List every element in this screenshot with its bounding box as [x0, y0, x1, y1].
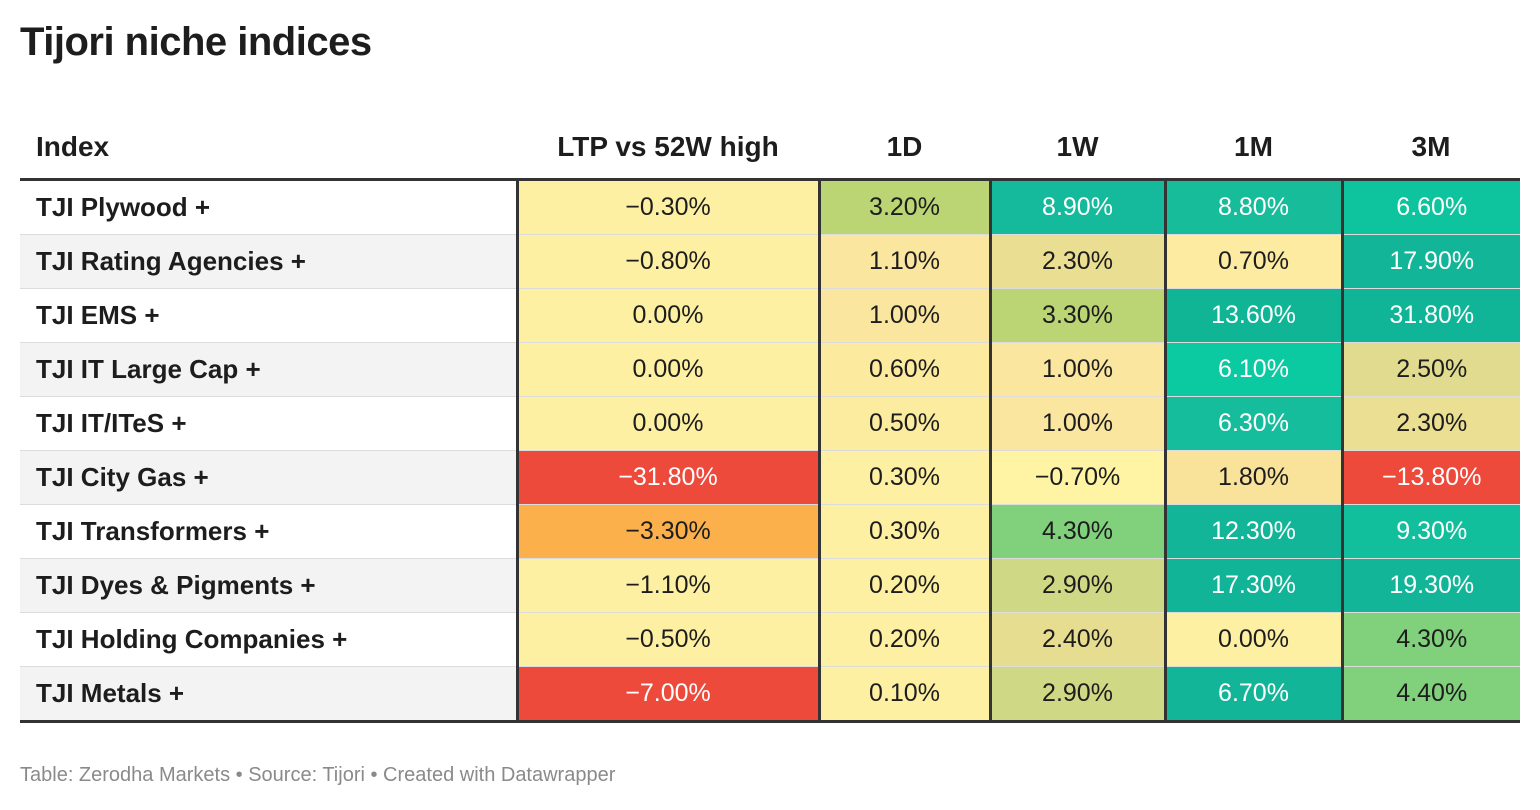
value-cell-1m: 0.70%	[1163, 234, 1342, 289]
table-header-row: Index LTP vs 52W high 1D 1W 1M 3M	[20, 116, 1520, 181]
table-row: TJI IT/ITeS +0.00% 0.50% 1.00% 6.30% 2.30%	[20, 396, 1520, 451]
value-cell-3m: 4.40%	[1340, 666, 1520, 723]
value-cell-1d: 0.20%	[817, 558, 990, 613]
value-cell-1w: 2.90%	[988, 558, 1165, 613]
table-row: TJI City Gas + −31.80% 0.30% −0.70% 1.80% −13…	[20, 450, 1520, 505]
column-header-1w[interactable]: 1W	[990, 116, 1165, 181]
value-cell-1m: 6.10%	[1163, 342, 1342, 397]
value-cell-ltp-vs-52w-high: 0.00%	[515, 288, 819, 343]
value-cell-ltp-vs-52w-high: −0.30%	[515, 179, 819, 235]
value-cell-1m: 0.00%	[1163, 612, 1342, 667]
value-cell-1d: 1.10%	[817, 234, 990, 289]
value-cell-ltp-vs-52w-high: −3.30%	[515, 504, 819, 559]
index-name-cell: TJI Plywood +	[20, 179, 517, 235]
value-cell-ltp-vs-52w-high: −31.80%	[515, 450, 819, 505]
value-cell-1m: 17.30%	[1163, 558, 1342, 613]
column-header-ltp-vs-52w-high[interactable]: LTP vs 52W high	[517, 116, 819, 181]
table-row: TJI Holding Companies + −0.50% 0.20% 2.40% 0…	[20, 612, 1520, 667]
value-cell-1m: 6.70%	[1163, 666, 1342, 723]
value-cell-1w: 1.00%	[988, 396, 1165, 451]
value-cell-1d: 0.10%	[817, 666, 990, 723]
value-cell-3m: 6.60%	[1340, 179, 1520, 235]
index-name-cell: TJI Holding Companies +	[20, 612, 517, 667]
value-cell-1w: −0.70%	[988, 450, 1165, 505]
indices-table: Index LTP vs 52W high 1D 1W 1M 3M TJI Pl…	[20, 116, 1520, 723]
chart-title: Tijori niche indices	[20, 20, 372, 64]
value-cell-1d: 1.00%	[817, 288, 990, 343]
index-name-cell: TJI Dyes & Pigments +	[20, 558, 517, 613]
value-cell-1m: 1.80%	[1163, 450, 1342, 505]
value-cell-3m: 17.90%	[1340, 234, 1520, 289]
footer-credits: Table: Zerodha Markets • Source: Tijori …	[20, 764, 616, 786]
value-cell-1m: 13.60%	[1163, 288, 1342, 343]
table-row: TJI Metals + −7.00% 0.10% 2.90% 6.70% 4.40%	[20, 666, 1520, 723]
value-cell-ltp-vs-52w-high: −0.80%	[515, 234, 819, 289]
value-cell-1w: 1.00%	[988, 342, 1165, 397]
value-cell-1d: 0.60%	[817, 342, 990, 397]
table-row: TJI EMS +0.00% 1.00% 3.30% 13.60% 31.80%	[20, 288, 1520, 343]
index-name-cell: TJI Rating Agencies +	[20, 234, 517, 289]
value-cell-ltp-vs-52w-high: −0.50%	[515, 612, 819, 667]
value-cell-1w: 8.90%	[988, 179, 1165, 235]
value-cell-ltp-vs-52w-high: 0.00%	[515, 342, 819, 397]
value-cell-1d: 0.30%	[817, 504, 990, 559]
value-cell-3m: −13.80%	[1340, 450, 1520, 505]
column-header-index[interactable]: Index	[20, 116, 517, 181]
index-name-cell: TJI City Gas +	[20, 450, 517, 505]
value-cell-1w: 2.40%	[988, 612, 1165, 667]
column-header-1d[interactable]: 1D	[819, 116, 990, 181]
table-row: TJI Transformers + −3.30% 0.30% 4.30% 12.30%…	[20, 504, 1520, 559]
table-row: TJI Rating Agencies + −0.80% 1.10% 2.30% 0.7…	[20, 234, 1520, 289]
value-cell-3m: 4.30%	[1340, 612, 1520, 667]
value-cell-1w: 4.30%	[988, 504, 1165, 559]
value-cell-1m: 12.30%	[1163, 504, 1342, 559]
value-cell-3m: 31.80%	[1340, 288, 1520, 343]
value-cell-1d: 0.20%	[817, 612, 990, 667]
index-name-cell: TJI IT/ITeS +	[20, 396, 517, 451]
value-cell-1w: 3.30%	[988, 288, 1165, 343]
value-cell-3m: 19.30%	[1340, 558, 1520, 613]
index-name-cell: TJI Metals +	[20, 666, 517, 723]
value-cell-1m: 6.30%	[1163, 396, 1342, 451]
value-cell-1w: 2.30%	[988, 234, 1165, 289]
table-row: TJI Plywood + −0.30% 3.20% 8.90% 8.80% 6.60%	[20, 179, 1520, 235]
value-cell-ltp-vs-52w-high: −7.00%	[515, 666, 819, 723]
index-name-cell: TJI Transformers +	[20, 504, 517, 559]
column-header-1m[interactable]: 1M	[1165, 116, 1342, 181]
value-cell-1w: 2.90%	[988, 666, 1165, 723]
value-cell-1m: 8.80%	[1163, 179, 1342, 235]
table-row: TJI Dyes & Pigments + −1.10% 0.20% 2.90% 17.…	[20, 558, 1520, 613]
value-cell-1d: 0.50%	[817, 396, 990, 451]
table-row: TJI IT Large Cap +0.00% 0.60% 1.00% 6.10% 2.…	[20, 342, 1520, 397]
value-cell-ltp-vs-52w-high: 0.00%	[515, 396, 819, 451]
value-cell-3m: 2.30%	[1340, 396, 1520, 451]
column-header-3m[interactable]: 3M	[1342, 116, 1520, 181]
value-cell-1d: 0.30%	[817, 450, 990, 505]
value-cell-ltp-vs-52w-high: −1.10%	[515, 558, 819, 613]
table-body: TJI Plywood + −0.30% 3.20% 8.90% 8.80% 6.60% T…	[20, 179, 1520, 723]
value-cell-1d: 3.20%	[817, 179, 990, 235]
value-cell-3m: 9.30%	[1340, 504, 1520, 559]
value-cell-3m: 2.50%	[1340, 342, 1520, 397]
index-name-cell: TJI IT Large Cap +	[20, 342, 517, 397]
index-name-cell: TJI EMS +	[20, 288, 517, 343]
